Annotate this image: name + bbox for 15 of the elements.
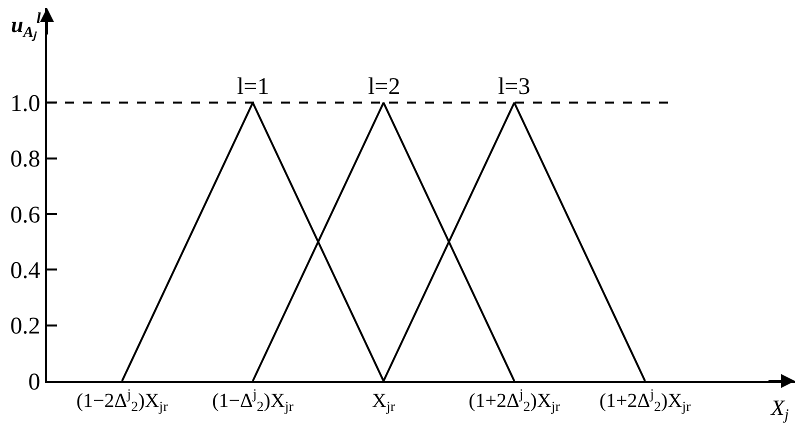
x-tick-label: (1−Δ$^{j}$$_{2}$)X$_{jr}$	[212, 388, 294, 416]
x-tick-label: (1+2Δ$^{j}$$_{2}$)X$_{jr}$	[468, 388, 560, 416]
y-tick-label: 0	[28, 369, 40, 396]
x-tick-label: X$_{jr}$	[372, 390, 396, 416]
x-axis-title: X$_{j}$	[770, 395, 789, 424]
x-tick-label: (1+2Δ$^{j}$$_{2}$)X$_{jr}$	[599, 388, 692, 416]
y-tick-label: 0.8	[10, 146, 40, 173]
x-tick-label: (1−2Δ$^{j}$$_{2}$)X$_{jr}$	[76, 388, 168, 416]
series-label: l=1	[237, 74, 270, 100]
y-tick-label: 0.4	[10, 258, 40, 284]
y-tick-label: 0.2	[10, 314, 40, 340]
series-label: l=3	[498, 74, 530, 100]
y-tick-label: 1.0	[10, 91, 40, 118]
y-tick-label: 0.6	[10, 202, 40, 228]
series-label: l=2	[368, 74, 400, 100]
